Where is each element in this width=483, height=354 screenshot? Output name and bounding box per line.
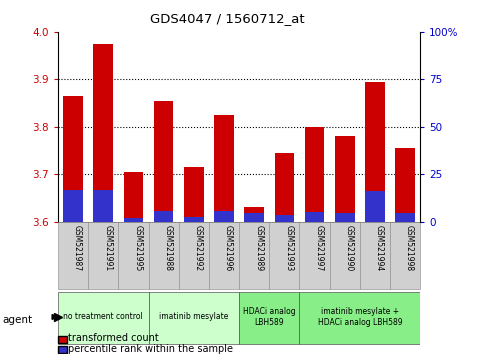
Text: GSM521993: GSM521993 <box>284 225 293 271</box>
Text: GSM521990: GSM521990 <box>345 225 354 271</box>
FancyBboxPatch shape <box>390 222 420 289</box>
Bar <box>154 101 173 222</box>
Bar <box>335 213 355 222</box>
Bar <box>184 217 204 222</box>
Bar <box>63 96 83 222</box>
FancyBboxPatch shape <box>118 222 149 289</box>
FancyBboxPatch shape <box>299 222 330 289</box>
FancyBboxPatch shape <box>88 222 118 289</box>
Text: GSM521994: GSM521994 <box>375 225 384 271</box>
Bar <box>124 172 143 222</box>
FancyBboxPatch shape <box>149 222 179 289</box>
Text: GSM521987: GSM521987 <box>73 225 82 271</box>
FancyBboxPatch shape <box>149 292 239 344</box>
FancyBboxPatch shape <box>239 222 270 289</box>
Text: GSM521997: GSM521997 <box>314 225 324 271</box>
Bar <box>244 213 264 222</box>
FancyBboxPatch shape <box>330 222 360 289</box>
Bar <box>274 153 294 222</box>
Text: GSM521995: GSM521995 <box>133 225 142 271</box>
Bar <box>274 215 294 222</box>
Bar <box>124 218 143 222</box>
Bar <box>395 148 415 222</box>
Text: GSM521996: GSM521996 <box>224 225 233 271</box>
FancyBboxPatch shape <box>58 222 88 289</box>
Bar <box>395 213 415 222</box>
Bar <box>93 190 113 222</box>
FancyBboxPatch shape <box>360 222 390 289</box>
Bar <box>184 167 204 222</box>
FancyBboxPatch shape <box>239 292 299 344</box>
Text: percentile rank within the sample: percentile rank within the sample <box>68 344 233 354</box>
FancyBboxPatch shape <box>299 292 420 344</box>
Bar <box>305 127 325 222</box>
Text: imatinib mesylate: imatinib mesylate <box>159 313 228 321</box>
Bar <box>93 44 113 222</box>
Text: GSM521998: GSM521998 <box>405 225 414 271</box>
FancyBboxPatch shape <box>58 292 149 344</box>
Text: GDS4047 / 1560712_at: GDS4047 / 1560712_at <box>150 12 304 25</box>
Bar <box>335 136 355 222</box>
Text: GSM521991: GSM521991 <box>103 225 112 271</box>
FancyBboxPatch shape <box>209 222 239 289</box>
Text: no treatment control: no treatment control <box>63 313 143 321</box>
FancyBboxPatch shape <box>179 222 209 289</box>
Text: agent: agent <box>2 315 32 325</box>
Text: GSM521989: GSM521989 <box>254 225 263 271</box>
Bar <box>63 190 83 222</box>
Bar <box>214 115 234 222</box>
Text: imatinib mesylate +
HDACi analog LBH589: imatinib mesylate + HDACi analog LBH589 <box>317 307 402 327</box>
Bar <box>214 211 234 222</box>
FancyBboxPatch shape <box>270 222 299 289</box>
Bar <box>244 207 264 222</box>
Bar <box>365 82 385 222</box>
Text: HDACi analog
LBH589: HDACi analog LBH589 <box>243 307 296 327</box>
Text: GSM521992: GSM521992 <box>194 225 203 271</box>
Text: transformed count: transformed count <box>68 333 158 343</box>
Text: GSM521988: GSM521988 <box>164 225 172 271</box>
Bar <box>154 211 173 222</box>
Bar <box>305 212 325 222</box>
Bar <box>365 191 385 222</box>
